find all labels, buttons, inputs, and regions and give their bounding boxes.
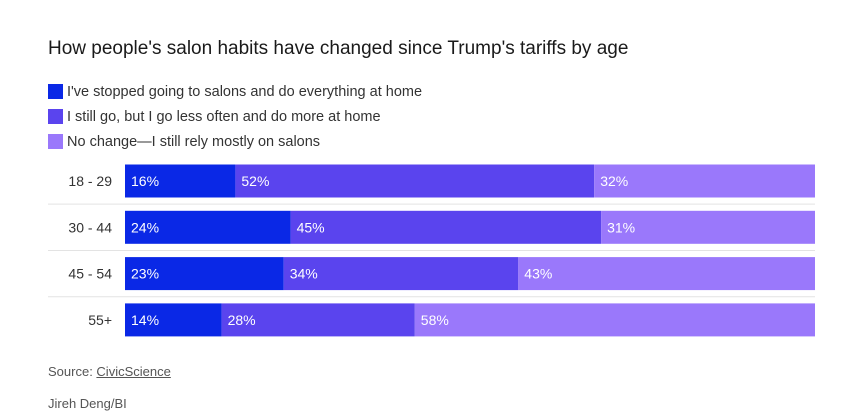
category-label-18-29: 18 - 29	[68, 173, 112, 189]
bar-segment-18-29-series-3	[594, 164, 815, 198]
category-label-30-44: 30 - 44	[68, 219, 112, 235]
legend-label-no-change: No change—I still rely mostly on salons	[67, 133, 321, 150]
legend-item-no-change: No change—I still rely mostly on salons	[48, 129, 422, 154]
bar-segment-55-series-1	[125, 303, 222, 337]
bar-segment-45-54-series-1	[125, 257, 284, 291]
source-note: Source: CivicScience	[48, 364, 171, 379]
bar-segment-30-44-series-3	[601, 210, 815, 244]
bar-segment-55-series-2	[221, 303, 415, 337]
bar-segment-30-44-series-1	[125, 210, 291, 244]
legend-swatch-less-often	[48, 109, 63, 124]
data-label-18-29-series-3: 32%	[600, 173, 628, 189]
legend-swatch-stopped	[48, 84, 63, 99]
bar-segment-45-54-series-3	[518, 257, 815, 291]
data-label-30-44-series-1: 24%	[131, 219, 159, 235]
bar-segment-18-29-series-2	[235, 164, 595, 198]
chart-title: How people's salon habits have changed s…	[48, 38, 629, 59]
bar-segment-30-44-series-2	[290, 210, 602, 244]
data-label-55-series-1: 14%	[131, 312, 159, 328]
source-prefix: Source:	[48, 364, 97, 379]
source-link[interactable]: CivicScience	[96, 364, 171, 379]
data-label-18-29-series-1: 16%	[131, 173, 159, 189]
data-label-55-series-3: 58%	[421, 312, 449, 328]
bar-segment-45-54-series-2	[283, 257, 519, 291]
legend-label-less-often: I still go, but I go less often and do m…	[67, 108, 381, 125]
category-label-45-54: 45 - 54	[68, 266, 112, 282]
bar-segment-55-series-3	[414, 303, 815, 337]
data-label-45-54-series-2: 34%	[290, 266, 318, 282]
legend-item-less-often: I still go, but I go less often and do m…	[48, 104, 422, 129]
chart-legend: I've stopped going to salons and do ever…	[48, 79, 422, 154]
legend-item-stopped: I've stopped going to salons and do ever…	[48, 79, 422, 104]
bar-segment-18-29-series-1	[125, 164, 236, 198]
data-label-55-series-2: 28%	[228, 312, 256, 328]
legend-label-stopped: I've stopped going to salons and do ever…	[67, 83, 423, 100]
data-label-30-44-series-3: 31%	[607, 219, 635, 235]
data-label-45-54-series-1: 23%	[131, 266, 159, 282]
data-label-30-44-series-2: 45%	[297, 219, 325, 235]
category-label-55: 55+	[88, 312, 112, 328]
data-label-18-29-series-2: 52%	[241, 173, 269, 189]
legend-swatch-no-change	[48, 134, 63, 149]
credit-note: Jireh Deng/BI	[48, 396, 127, 411]
data-label-45-54-series-3: 43%	[524, 266, 552, 282]
